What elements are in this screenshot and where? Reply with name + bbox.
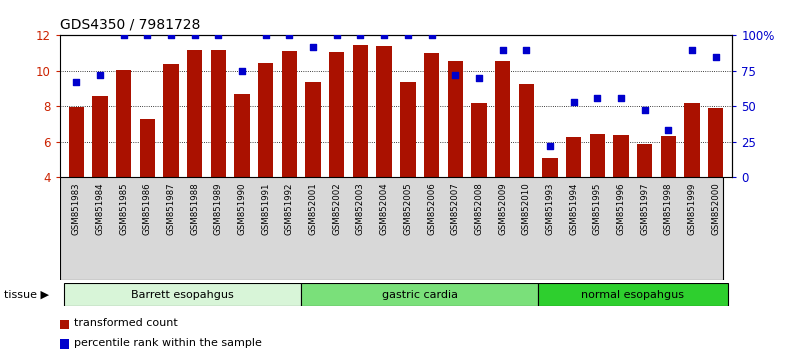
- Bar: [447, 61, 463, 177]
- Bar: [685, 103, 700, 177]
- Bar: [92, 96, 107, 177]
- Bar: [518, 84, 534, 177]
- Text: GSM851989: GSM851989: [214, 182, 223, 235]
- Bar: [64, 283, 301, 306]
- Text: GSM851992: GSM851992: [285, 182, 294, 235]
- Point: [117, 33, 130, 38]
- Text: GSM851993: GSM851993: [545, 182, 555, 235]
- Point: [401, 33, 414, 38]
- Bar: [139, 120, 155, 177]
- Text: GSM851996: GSM851996: [617, 182, 626, 235]
- Text: GSM851984: GSM851984: [96, 182, 104, 235]
- Bar: [542, 159, 558, 177]
- Text: normal esopahgus: normal esopahgus: [581, 290, 685, 300]
- Bar: [163, 64, 179, 177]
- Text: GSM851995: GSM851995: [593, 182, 602, 235]
- Text: GSM852005: GSM852005: [404, 182, 412, 235]
- Text: GSM852002: GSM852002: [332, 182, 341, 235]
- Point: [283, 33, 296, 38]
- Text: GSM852003: GSM852003: [356, 182, 365, 235]
- Text: GSM851986: GSM851986: [142, 182, 152, 235]
- Point: [189, 33, 201, 38]
- Point: [165, 33, 178, 38]
- Bar: [637, 144, 653, 177]
- Point: [449, 72, 462, 78]
- Point: [259, 33, 272, 38]
- Text: GSM852000: GSM852000: [712, 182, 720, 235]
- Point: [662, 127, 675, 133]
- Point: [212, 33, 224, 38]
- Bar: [400, 82, 416, 177]
- Text: percentile rank within the sample: percentile rank within the sample: [74, 338, 262, 348]
- Point: [473, 75, 486, 81]
- Bar: [234, 94, 250, 177]
- Text: GDS4350 / 7981728: GDS4350 / 7981728: [60, 18, 200, 32]
- Point: [638, 108, 651, 113]
- Text: GSM852009: GSM852009: [498, 182, 507, 235]
- Point: [425, 33, 438, 38]
- Bar: [258, 63, 274, 177]
- Text: GSM851997: GSM851997: [640, 182, 650, 235]
- Text: GSM852001: GSM852001: [309, 182, 318, 235]
- Text: GSM851988: GSM851988: [190, 182, 199, 235]
- Text: GSM851987: GSM851987: [166, 182, 175, 235]
- Point: [94, 72, 107, 78]
- Bar: [116, 70, 131, 177]
- Point: [591, 95, 603, 101]
- Point: [306, 44, 319, 50]
- Bar: [590, 133, 605, 177]
- Text: transformed count: transformed count: [74, 318, 178, 328]
- Text: GSM851991: GSM851991: [261, 182, 271, 235]
- Point: [544, 143, 556, 149]
- Text: GSM852006: GSM852006: [427, 182, 436, 235]
- Text: GSM851998: GSM851998: [664, 182, 673, 235]
- Point: [709, 54, 722, 59]
- Bar: [566, 137, 581, 177]
- Point: [70, 79, 83, 85]
- Bar: [68, 107, 84, 177]
- Bar: [329, 52, 345, 177]
- Bar: [377, 46, 392, 177]
- Bar: [211, 50, 226, 177]
- Point: [685, 47, 698, 52]
- Point: [141, 33, 154, 38]
- Text: GSM852007: GSM852007: [451, 182, 460, 235]
- Bar: [282, 51, 297, 177]
- Text: GSM851999: GSM851999: [688, 182, 696, 234]
- Bar: [538, 283, 728, 306]
- Text: tissue ▶: tissue ▶: [4, 290, 49, 300]
- Text: GSM852008: GSM852008: [474, 182, 483, 235]
- Point: [236, 68, 248, 74]
- Bar: [471, 103, 486, 177]
- Bar: [423, 53, 439, 177]
- Bar: [661, 136, 676, 177]
- Text: Barrett esopahgus: Barrett esopahgus: [131, 290, 234, 300]
- Text: gastric cardia: gastric cardia: [382, 290, 458, 300]
- Text: GSM852004: GSM852004: [380, 182, 388, 235]
- Bar: [301, 283, 538, 306]
- Bar: [306, 82, 321, 177]
- Text: GSM851990: GSM851990: [237, 182, 247, 235]
- Bar: [187, 50, 202, 177]
- Point: [496, 47, 509, 52]
- Point: [378, 33, 391, 38]
- Bar: [353, 45, 369, 177]
- Bar: [613, 135, 629, 177]
- Point: [615, 95, 627, 101]
- Point: [330, 33, 343, 38]
- Point: [568, 99, 580, 105]
- Point: [354, 33, 367, 38]
- Text: GSM852010: GSM852010: [521, 182, 531, 235]
- Bar: [708, 108, 724, 177]
- Bar: [495, 61, 510, 177]
- Point: [520, 47, 533, 52]
- Text: GSM851985: GSM851985: [119, 182, 128, 235]
- Text: GSM851994: GSM851994: [569, 182, 578, 235]
- Text: GSM851983: GSM851983: [72, 182, 80, 235]
